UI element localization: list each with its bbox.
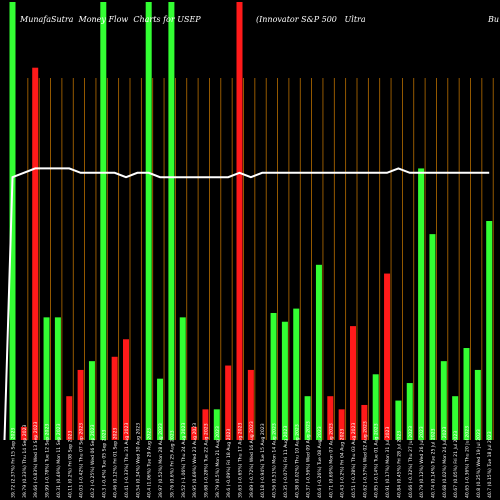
bar <box>32 67 39 440</box>
x-tick-label: 40.65 (-0.36%) Thu 20 Jul 2023 <box>465 426 471 498</box>
x-tick-label: 40.7 (0.15%) Tue 18 Jul 2023 <box>487 431 493 498</box>
x-tick-label: 40.3 (-0.4%) Tue 05 Sep 2023 <box>101 429 107 498</box>
x-tick-label: 40.2 (-0.25%) Wed 06 Sep 2023 <box>90 424 96 498</box>
x-tick-label: 39.76 (0.6%) Fri 25 Aug 2023 <box>169 430 175 498</box>
bar <box>111 356 118 440</box>
bar <box>429 234 436 440</box>
bar <box>236 2 243 440</box>
bar <box>123 339 129 440</box>
bar <box>191 426 198 440</box>
bar <box>406 383 413 440</box>
x-tick-label: 40.66 (-0.32%) Thu 27 Jul 2023 <box>408 426 414 498</box>
bar <box>372 374 379 440</box>
x-tick-label: 39.89 (-0.72%) Wed 16 Aug 2023 <box>249 421 255 498</box>
bar <box>168 2 175 440</box>
x-tick-label: 39.79 (0.33%) Thu 14 Sep 2023 <box>22 424 28 498</box>
bar <box>338 409 345 440</box>
x-tick-label: 39.95 (0.69%) Wed 23 Aug 2023 <box>192 423 198 498</box>
x-tick-label: 39.99 (-0.78%) Tue 12 Sep 2023 <box>45 424 51 498</box>
bar <box>225 365 232 440</box>
x-tick-label: 39.63 (-0.65%) Thu 17 Aug 2023 <box>238 423 244 498</box>
bar <box>350 326 356 440</box>
x-tick-label: 39.68 (-0.28%) Tue 22 Aug 2023 <box>203 423 209 498</box>
x-tick-label: 40.74 (0.14%) Tue 25 Jul 2023 <box>430 428 436 498</box>
x-tick-label: 39.66 (-0.83%) Wed 13 Sep 2023 <box>33 421 39 498</box>
x-tick-label: 40.79 (0.12%) Wed 26 Jul 2023 <box>419 426 425 498</box>
bar <box>157 378 164 440</box>
bar <box>486 221 493 440</box>
bar <box>179 317 186 440</box>
bar <box>315 264 322 440</box>
bar <box>281 321 288 440</box>
bar <box>213 409 220 440</box>
bar <box>418 168 425 440</box>
money-flow-line-group <box>3 167 490 441</box>
bar <box>100 2 107 440</box>
x-tick-labels: 39.72 (2.37%) Fri 15 Sep 2023 39.79 (0.33… <box>11 421 494 498</box>
bar <box>202 409 209 440</box>
money-flow-line <box>3 167 490 441</box>
chart-title: MunafaSutra Money Flow Charts for USEP <box>20 15 201 24</box>
chart-subtitle: (Innovator S&P 500 Ultra <box>256 15 366 24</box>
x-tick-label: 40.56 (0.51%) Mon 14 Aug 2023 <box>272 423 278 498</box>
x-tick-label: 40.43 (-0.2%) Fri 04 Aug 2023 <box>340 429 346 498</box>
bar <box>395 400 402 440</box>
x-tick-label: 40.4 (1.06%) Tue 29 Aug 2023 <box>147 428 153 498</box>
grid-lines <box>27 78 494 440</box>
bar <box>452 396 459 440</box>
x-tick-label: 40.41 (-0.33%) Thu 31 Aug 2023 <box>124 423 130 498</box>
x-tick-label: 40.46 (0.12%) Fri 01 Sep 2023 <box>113 428 119 498</box>
x-tick-label: 40.62 (-0.57%) Wed 02 Aug 2023 <box>362 421 368 498</box>
x-tick-label: 40.38 (0.02%) Thu 10 Aug 2023 <box>294 424 300 498</box>
x-tick-label: 39.72 (2.37%) Fri 15 Sep 2023 <box>11 428 17 498</box>
x-tick-label: 40.71 (0.69%) Mon 07 Aug 2023 <box>328 423 334 498</box>
bar <box>54 317 61 440</box>
bar <box>304 396 311 440</box>
x-tick-label: 40.03 (-0.42%) Thu 07 Sep 2023 <box>79 423 85 498</box>
x-tick-label: 40.91 (0.17%) Mon 31 Jul 2023 <box>385 427 391 498</box>
bar <box>20 426 27 440</box>
bar <box>440 361 447 440</box>
bar <box>361 404 368 440</box>
bar <box>9 2 16 440</box>
x-tick-label: 39.52 (-1.06%) Thu 24 Aug 2023 <box>181 423 187 498</box>
x-tick-label: 40.31 (0.49%) Mon 11 Sep 2023 <box>56 423 62 498</box>
bar-series <box>9 2 493 440</box>
x-tick-label: 40.11 (0.2%) Fri 08 Sep 2023 <box>67 431 73 498</box>
x-tick-label: 40.35 (-0.07%) Fri 11 Aug 2023 <box>283 426 289 498</box>
x-tick-label: 40.67 (0.05%) Fri 21 Jul 2023 <box>453 431 459 498</box>
x-tick-label: 40.6 (-0.26%) Tue 08 Aug 2023 <box>317 426 323 498</box>
bar <box>43 317 50 440</box>
bar <box>145 2 152 440</box>
x-tick-label: 40.18 (-0.94%) Tue 15 Aug 2023 <box>260 423 266 498</box>
x-tick-label: 40.85 (-0.14%) Tue 01 Aug 2023 <box>374 423 380 498</box>
x-tick-label: 40.8 (0.25%) Wed 19 Jul 2023 <box>476 429 482 498</box>
bar <box>77 369 84 440</box>
x-tick-label: 40.37 (-0.56%) Wed 09 Aug 2023 <box>306 421 312 498</box>
bar <box>66 396 73 440</box>
bar <box>463 348 470 440</box>
x-tick-label: 40.68 (0.02%) Mon 24 Jul 2023 <box>442 427 448 498</box>
x-tick-label: 39.79 (0.5%) Mon 21 Aug 2023 <box>215 426 221 498</box>
bar <box>384 273 391 440</box>
bar <box>327 396 334 440</box>
bar <box>88 361 95 440</box>
bar <box>293 308 300 440</box>
x-tick-label: 40.51 (-0.28%) Thu 03 Aug 2023 <box>351 423 357 498</box>
x-tick-label: 39.97 (0.52%) Mon 28 Aug 2023 <box>158 423 164 498</box>
x-tick-label: 39.6 (-0.09%) Fri 18 Aug 2023 <box>226 429 232 498</box>
x-tick-label: 40.54 (0.34%) Wed 30 Aug 2023 <box>135 423 141 498</box>
bar <box>474 369 481 440</box>
x-tick-label: 40.84 (0.45%) Fri 28 Jul 2023 <box>396 431 402 498</box>
bar <box>270 312 277 440</box>
bar <box>247 369 254 440</box>
chart-title-edge: Bu <box>488 15 500 24</box>
